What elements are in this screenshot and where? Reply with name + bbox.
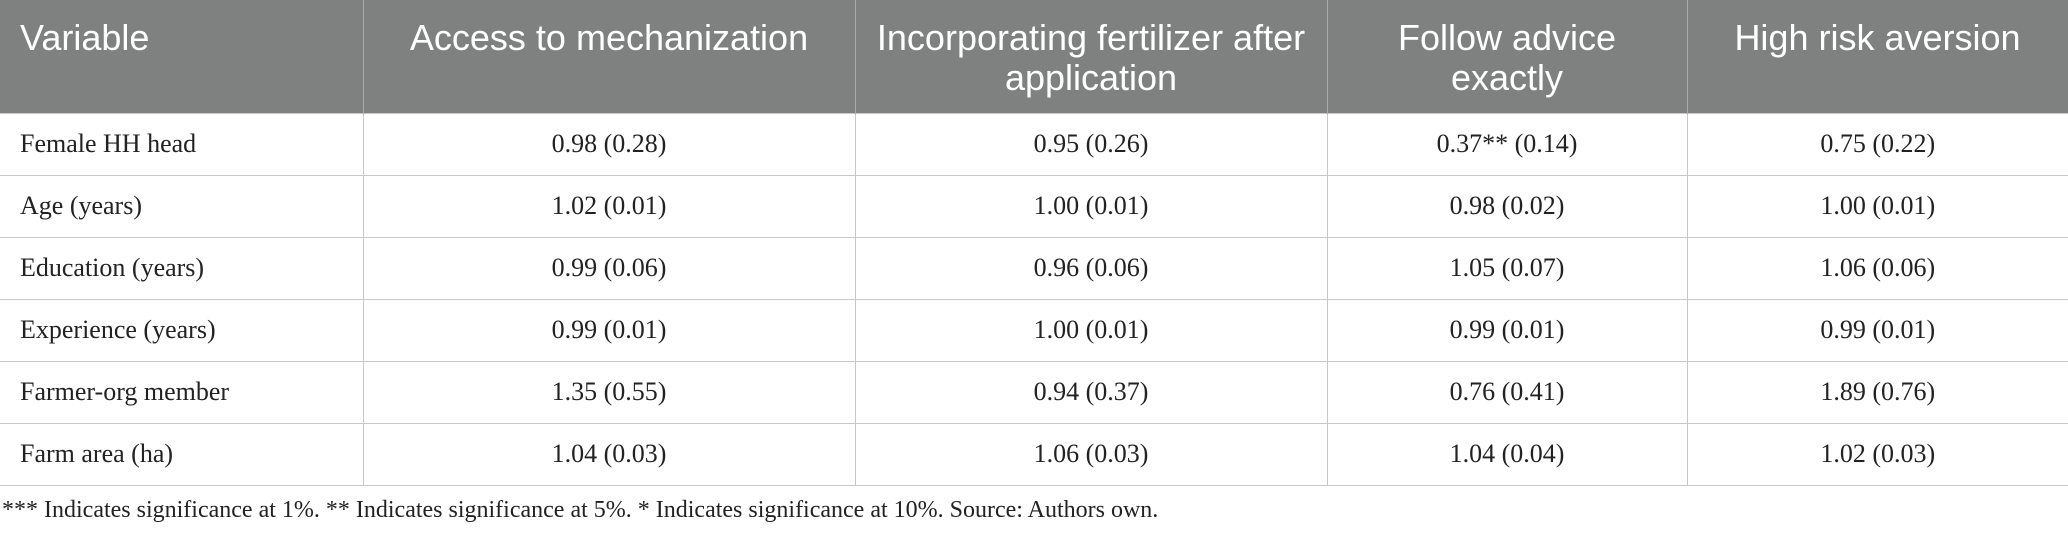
column-header: Variable <box>0 0 364 113</box>
results-table: Variable Access to mechanization Incorpora… <box>0 0 2068 486</box>
table-cell: 0.95 (0.26) <box>854 112 1328 176</box>
table-cell: 0.94 (0.37) <box>854 360 1328 424</box>
row-label: Farmer-org member <box>0 360 364 424</box>
table-body: Female HH head 0.98 (0.28) 0.95 (0.26) 0.37… <box>0 112 2068 486</box>
table-cell: 1.00 (0.01) <box>1686 174 2068 238</box>
table-cell: 0.76 (0.41) <box>1326 360 1688 424</box>
table-cell: 0.75 (0.22) <box>1686 112 2068 176</box>
row-label: Female HH head <box>0 112 364 176</box>
table-cell: 0.99 (0.06) <box>362 236 856 300</box>
column-header: Follow advice exactly <box>1327 0 1688 113</box>
footnote: *** Indicates significance at 1%. ** Ind… <box>2 497 1159 523</box>
table-cell: 0.96 (0.06) <box>854 236 1328 300</box>
row-label: Farm area (ha) <box>0 422 364 486</box>
column-header: Access to mechanization <box>363 0 856 113</box>
table-cell: 1.06 (0.03) <box>854 422 1328 486</box>
table-cell: 0.99 (0.01) <box>362 298 856 362</box>
table-cell: 1.06 (0.06) <box>1686 236 2068 300</box>
table-row: Education (years) 0.99 (0.06) 0.96 (0.06) 1… <box>0 236 2068 300</box>
table-cell: 1.00 (0.01) <box>854 298 1328 362</box>
table-cell: 1.00 (0.01) <box>854 174 1328 238</box>
row-label: Experience (years) <box>0 298 364 362</box>
table-row: Farm area (ha) 1.04 (0.03) 1.06 (0.03) 1.04… <box>0 422 2068 486</box>
table-cell: 0.98 (0.28) <box>362 112 856 176</box>
header-row: Variable Access to mechanization Incorpora… <box>0 0 2068 113</box>
table-cell: 0.99 (0.01) <box>1686 298 2068 362</box>
table-cell: 0.37** (0.14) <box>1326 112 1688 176</box>
table-cell: 1.89 (0.76) <box>1686 360 2068 424</box>
table-row: Experience (years) 0.99 (0.01) 1.00 (0.01)… <box>0 298 2068 362</box>
table-cell: 1.05 (0.07) <box>1326 236 1688 300</box>
table-cell: 0.99 (0.01) <box>1326 298 1688 362</box>
table-cell: 0.98 (0.02) <box>1326 174 1688 238</box>
table-row: Farmer-org member 1.35 (0.55) 0.94 (0.37) 0… <box>0 360 2068 424</box>
row-label: Education (years) <box>0 236 364 300</box>
table-cell: 1.04 (0.04) <box>1326 422 1688 486</box>
table-cell: 1.02 (0.01) <box>362 174 856 238</box>
table-row: Female HH head 0.98 (0.28) 0.95 (0.26) 0.37… <box>0 112 2068 176</box>
table-cell: 1.35 (0.55) <box>362 360 856 424</box>
row-label: Age (years) <box>0 174 364 238</box>
table-row: Age (years) 1.02 (0.01) 1.00 (0.01) 0.98 (0… <box>0 174 2068 238</box>
table-cell: 1.04 (0.03) <box>362 422 856 486</box>
table-cell: 1.02 (0.03) <box>1686 422 2068 486</box>
column-header: High risk aversion <box>1687 0 2068 113</box>
column-header: Incorporating fertilizer after applicati… <box>855 0 1328 113</box>
